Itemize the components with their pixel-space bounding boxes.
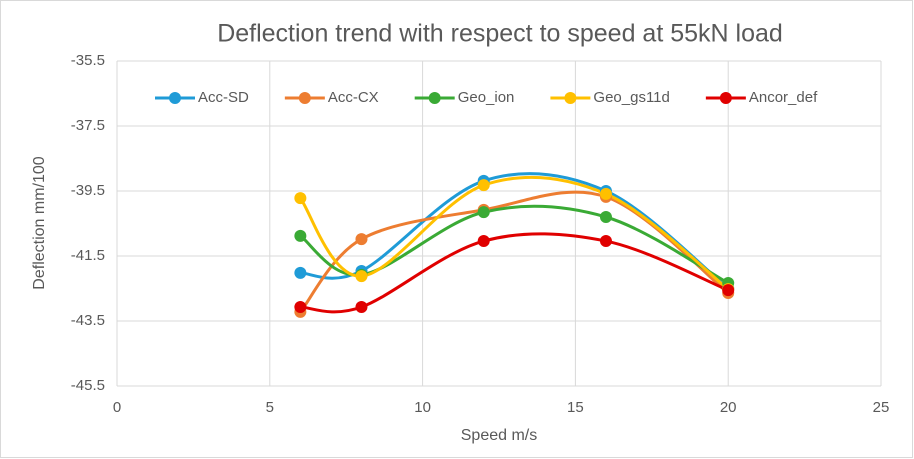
x-tick-label: 15 <box>567 399 584 416</box>
data-point <box>722 284 735 297</box>
data-point <box>294 266 307 279</box>
x-tick-label: 20 <box>720 399 737 416</box>
y-tick-label: -43.5 <box>71 312 105 329</box>
data-point <box>355 301 368 314</box>
data-point <box>477 206 490 219</box>
y-tick-label: -45.5 <box>71 377 105 394</box>
legend-marker <box>298 92 311 104</box>
legend-label: Acc-CX <box>328 89 379 106</box>
legend-marker <box>564 92 577 104</box>
legend-label: Geo_ion <box>458 89 515 106</box>
x-axis-label: Speed m/s <box>461 427 537 444</box>
data-point <box>477 179 490 192</box>
data-point <box>477 235 490 248</box>
y-tick-label: -41.5 <box>71 247 105 264</box>
legend-marker <box>428 92 441 104</box>
legend-marker <box>169 92 181 104</box>
legend-marker <box>719 92 732 104</box>
data-point <box>355 270 368 283</box>
legend-label: Geo_gs11d <box>593 89 669 106</box>
data-point <box>294 301 307 314</box>
y-tick-label: -35.5 <box>71 52 105 69</box>
legend-label: Acc-SD <box>198 89 249 106</box>
y-tick-label: -39.5 <box>71 182 105 199</box>
x-tick-label: 0 <box>113 399 121 416</box>
x-tick-label: 25 <box>873 399 890 416</box>
y-tick-label: -37.5 <box>71 117 105 134</box>
data-point <box>355 233 368 246</box>
data-point <box>599 187 612 200</box>
y-axis-label: Deflection mm/100 <box>31 156 48 289</box>
legend-label: Ancor_def <box>749 89 818 106</box>
data-point <box>294 192 307 205</box>
x-tick-label: 10 <box>414 399 431 416</box>
data-point <box>294 229 307 242</box>
x-tick-label: 5 <box>266 399 274 416</box>
data-point <box>599 211 612 223</box>
chart-title: Deflection trend with respect to speed a… <box>217 20 783 48</box>
data-point <box>599 235 612 248</box>
